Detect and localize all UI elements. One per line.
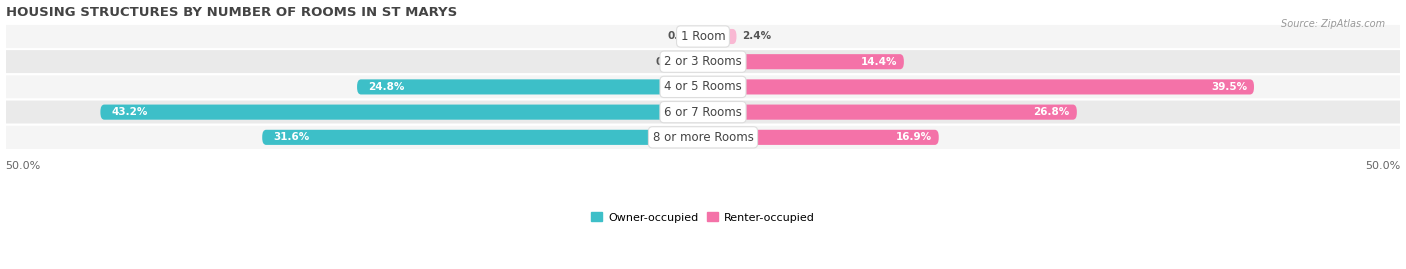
FancyBboxPatch shape <box>0 49 1406 74</box>
Text: 24.8%: 24.8% <box>368 82 405 92</box>
FancyBboxPatch shape <box>100 105 703 120</box>
Text: 0.42%: 0.42% <box>655 57 692 67</box>
Text: 0.0%: 0.0% <box>666 31 696 41</box>
Text: 26.8%: 26.8% <box>1033 107 1070 117</box>
FancyBboxPatch shape <box>0 125 1406 150</box>
Text: 2 or 3 Rooms: 2 or 3 Rooms <box>664 55 742 68</box>
Legend: Owner-occupied, Renter-occupied: Owner-occupied, Renter-occupied <box>586 208 820 227</box>
Text: Source: ZipAtlas.com: Source: ZipAtlas.com <box>1281 19 1385 29</box>
Text: 43.2%: 43.2% <box>111 107 148 117</box>
Text: 14.4%: 14.4% <box>860 57 897 67</box>
FancyBboxPatch shape <box>262 130 703 145</box>
Text: 16.9%: 16.9% <box>896 132 932 142</box>
FancyBboxPatch shape <box>703 130 939 145</box>
Text: 39.5%: 39.5% <box>1211 82 1247 92</box>
Text: HOUSING STRUCTURES BY NUMBER OF ROOMS IN ST MARYS: HOUSING STRUCTURES BY NUMBER OF ROOMS IN… <box>6 6 457 19</box>
Text: 8 or more Rooms: 8 or more Rooms <box>652 131 754 144</box>
Text: 50.0%: 50.0% <box>6 161 41 171</box>
Text: 31.6%: 31.6% <box>273 132 309 142</box>
Text: 4 or 5 Rooms: 4 or 5 Rooms <box>664 80 742 93</box>
Text: 1 Room: 1 Room <box>681 30 725 43</box>
FancyBboxPatch shape <box>703 54 904 69</box>
FancyBboxPatch shape <box>0 100 1406 125</box>
FancyBboxPatch shape <box>0 74 1406 100</box>
FancyBboxPatch shape <box>0 24 1406 49</box>
Text: 6 or 7 Rooms: 6 or 7 Rooms <box>664 106 742 119</box>
FancyBboxPatch shape <box>703 105 1077 120</box>
FancyBboxPatch shape <box>357 79 703 94</box>
FancyBboxPatch shape <box>697 54 703 69</box>
Text: 50.0%: 50.0% <box>1365 161 1400 171</box>
Text: 2.4%: 2.4% <box>742 31 770 41</box>
FancyBboxPatch shape <box>703 79 1254 94</box>
FancyBboxPatch shape <box>703 29 737 44</box>
